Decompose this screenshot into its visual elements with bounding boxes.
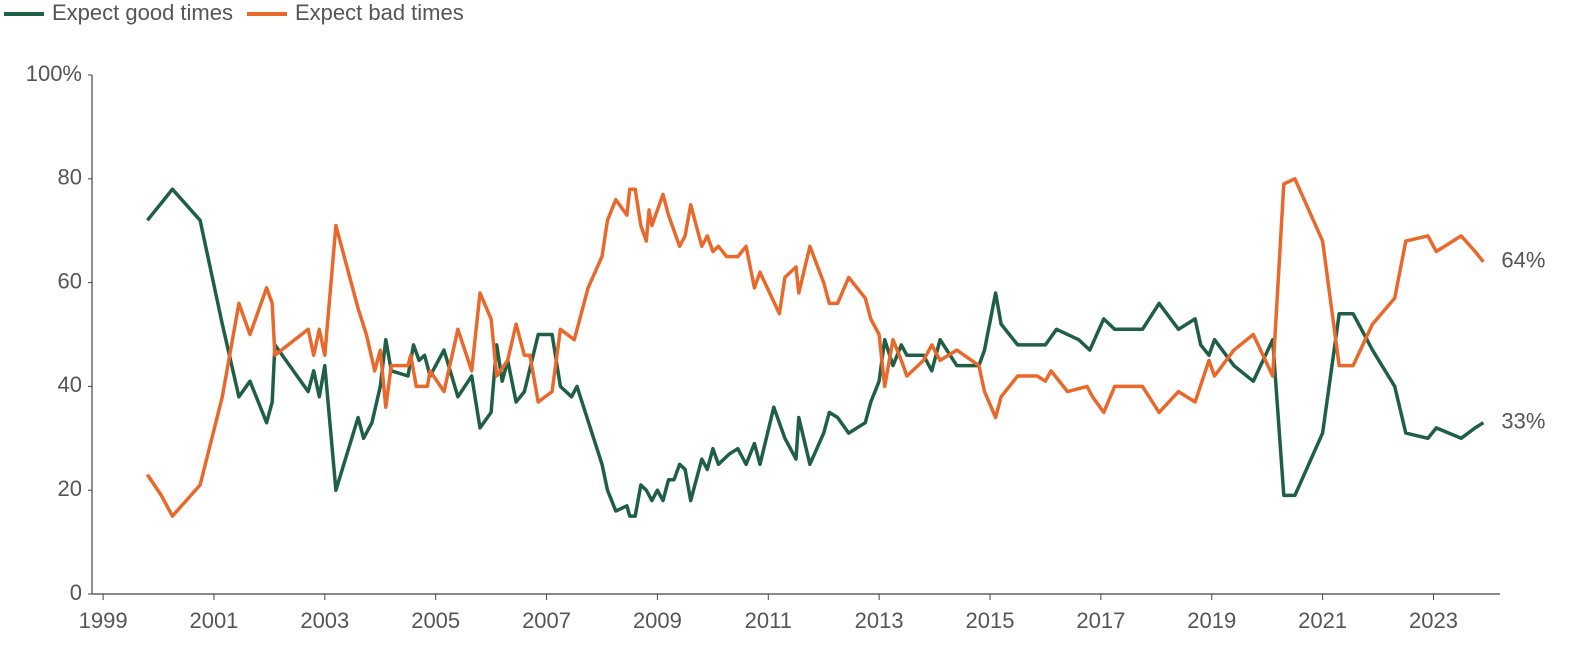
x-tick-label: 2019: [1187, 608, 1236, 633]
end-label: 33%: [1501, 409, 1545, 434]
x-tick-label: 2009: [633, 608, 682, 633]
end-label: 64%: [1501, 248, 1545, 273]
x-tick-label: 2007: [522, 608, 571, 633]
y-tick-label: 80: [58, 165, 82, 190]
x-tick-label: 2003: [300, 608, 349, 633]
legend-label: Expect bad times: [295, 0, 464, 25]
y-tick-label: 60: [58, 268, 82, 293]
series-line: [145, 177, 1485, 518]
x-tick-label: 2011: [745, 608, 792, 633]
x-tick-label: 2013: [855, 608, 904, 633]
y-tick-label: 40: [58, 372, 82, 397]
x-tick-label: 2023: [1409, 608, 1458, 633]
x-tick-label: 2021: [1298, 608, 1347, 633]
x-tick-label: 2005: [411, 608, 460, 633]
x-tick-label: 2001: [189, 608, 238, 633]
series-line: [146, 187, 1485, 518]
x-tick-label: 1999: [79, 608, 128, 633]
x-tick-label: 2017: [1076, 608, 1125, 633]
y-tick-label: 100%: [26, 61, 82, 86]
x-tick-label: 2015: [966, 608, 1015, 633]
y-tick-label: 20: [58, 476, 82, 501]
y-tick-label: 0: [70, 580, 82, 605]
legend-label: Expect good times: [52, 0, 233, 25]
